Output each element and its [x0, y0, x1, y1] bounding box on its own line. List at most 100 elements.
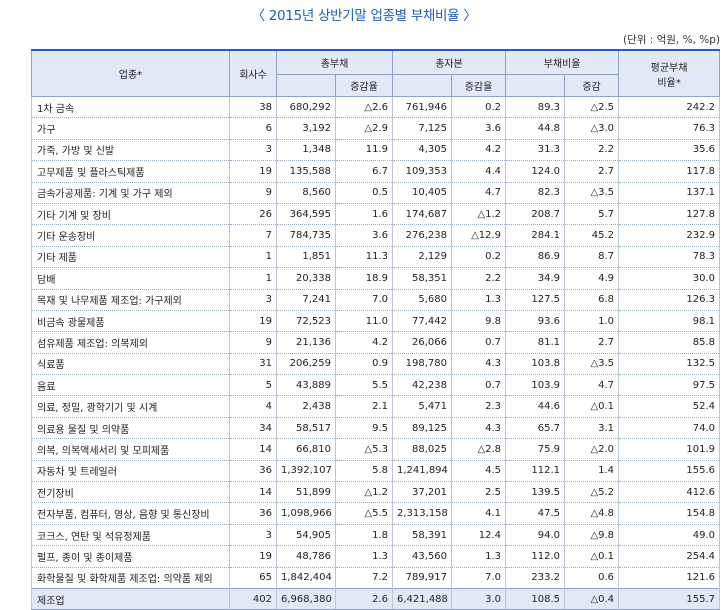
debt-ratio-cell: 82.3 [505, 182, 566, 204]
capital-change-cell: △2.8 [451, 438, 507, 461]
total-capital-cell: 58,391 [392, 524, 453, 547]
header-capital-spacer [392, 74, 453, 97]
capital-change-cell: 2.2 [451, 267, 507, 290]
total-capital-cell: 88,025 [392, 438, 453, 461]
ratio-change-cell: 2.7 [564, 160, 620, 183]
table-row: 비금속 광물제품 19 72,523 11.0 77,442 9.8 93.6 1.0 98.1 [31, 310, 721, 333]
debt-change-cell: △2.6 [334, 96, 394, 119]
avg-ratio-cell: 49.0 [618, 524, 721, 547]
debt-change-cell: 2.1 [334, 395, 394, 418]
capital-change-cell: △12.9 [451, 224, 507, 247]
ratio-change-cell: 0.6 [564, 567, 620, 589]
table-row: 의료, 정밀, 광학기기 및 시계 4 2,438 2.1 5,471 2.3 44.6 △0… [31, 395, 721, 418]
header-total-debt: 총부채 [275, 49, 394, 75]
unit-note: (단위 : 억원, %, %p) [622, 34, 720, 46]
total-debt-cell: 43,889 [276, 374, 336, 397]
table-row: 가죽, 가방 및 신발 3 1,348 11.9 4,305 4.2 31.3 2.2 35.6 [31, 139, 721, 162]
debt-ratio-cell: 44.8 [505, 117, 566, 140]
table-row: 의복, 의복액세서리 및 모피제품 14 66,810 △5.3 88,025 △2.8 7… [31, 438, 721, 461]
avg-ratio-cell: 155.6 [618, 460, 721, 483]
debt-ratio-cell: 284.1 [505, 224, 566, 247]
capital-change-cell: 0.7 [451, 331, 507, 354]
total-capital-cell: 10,405 [392, 182, 453, 204]
total-debt-cell: 1,098,966 [276, 502, 336, 525]
companies-cell: 1 [229, 246, 277, 269]
header-avg-ratio-line2: 비율* [657, 77, 681, 89]
debt-change-cell: 1.3 [334, 545, 394, 568]
debt-change-cell: 5.5 [334, 374, 394, 397]
capital-change-cell: 4.1 [451, 502, 507, 525]
industry-cell: 섬유제품 제조업: 의복제외 [31, 331, 230, 354]
debt-change-cell: 9.5 [334, 417, 394, 440]
total-capital-cell: 276,238 [392, 224, 453, 247]
capital-change-cell: 0.2 [451, 246, 507, 269]
industry-cell: 식료품 [31, 353, 230, 376]
debt-ratio-cell: 86.9 [505, 246, 566, 269]
ratio-change-cell: △3.5 [564, 182, 620, 204]
companies-cell: 402 [229, 587, 277, 610]
capital-change-cell: 4.3 [451, 353, 507, 376]
industry-cell: 의복, 의복액세서리 및 모피제품 [31, 438, 230, 461]
ratio-change-cell: 45.2 [564, 224, 620, 247]
avg-ratio-cell: 85.8 [618, 331, 721, 354]
total-capital-cell: 7,125 [392, 117, 453, 140]
ratio-change-cell: 4.7 [564, 374, 620, 397]
total-debt-cell: 8,560 [276, 182, 336, 204]
debt-change-cell: 0.5 [334, 182, 394, 204]
debt-ratio-cell: 124.0 [505, 160, 566, 183]
debt-ratio-cell: 94.0 [505, 524, 566, 547]
capital-change-cell: 0.7 [451, 374, 507, 397]
total-capital-cell: 37,201 [392, 481, 453, 504]
total-capital-cell: 5,471 [392, 395, 453, 418]
total-debt-cell: 206,259 [276, 353, 336, 376]
debt-change-cell: 11.0 [334, 310, 394, 333]
total-capital-cell: 5,680 [392, 289, 453, 311]
total-debt-cell: 48,786 [276, 545, 336, 568]
header-debt-change: 증감율 [334, 74, 394, 97]
debt-ratio-cell: 47.5 [505, 502, 566, 525]
total-debt-cell: 1,392,107 [276, 460, 336, 483]
debt-ratio-cell: 233.2 [505, 567, 566, 589]
table-row: 목재 및 나무제품 제조업: 가구제외 3 7,241 7.0 5,680 1.3 127.… [31, 289, 721, 311]
debt-change-cell: 2.6 [334, 587, 394, 610]
companies-cell: 4 [229, 395, 277, 418]
avg-ratio-cell: 30.0 [618, 267, 721, 290]
debt-change-cell: 11.9 [334, 139, 394, 162]
industry-cell: 1차 금속 [31, 96, 230, 119]
capital-change-cell: 2.5 [451, 481, 507, 504]
companies-cell: 9 [229, 182, 277, 204]
debt-ratio-cell: 127.5 [505, 289, 566, 311]
avg-ratio-cell: 97.5 [618, 374, 721, 397]
capital-change-cell: 7.0 [451, 567, 507, 589]
total-capital-cell: 26,066 [392, 331, 453, 354]
industry-cell: 기타 제품 [31, 246, 230, 269]
total-capital-cell: 109,353 [392, 160, 453, 183]
table-row: 고무제품 및 플라스틱제품 19 135,588 6.7 109,353 4.4 124.0… [31, 160, 721, 183]
industry-cell: 담배 [31, 267, 230, 290]
total-debt-cell: 784,735 [276, 224, 336, 247]
debt-change-cell: 6.7 [334, 160, 394, 183]
debt-change-cell: 4.2 [334, 331, 394, 354]
ratio-change-cell: 4.9 [564, 267, 620, 290]
debt-change-cell: 5.8 [334, 460, 394, 483]
debt-change-cell: 3.6 [334, 224, 394, 247]
total-capital-cell: 89,125 [392, 417, 453, 440]
header-industry: 업종* [31, 49, 230, 97]
companies-cell: 1 [229, 267, 277, 290]
industry-cell: 화학물질 및 화학제품 제조업: 의약품 제외 [31, 567, 230, 589]
companies-cell: 31 [229, 353, 277, 376]
debt-change-cell: 7.2 [334, 567, 394, 589]
avg-ratio-cell: 155.7 [618, 587, 721, 610]
ratio-change-cell: △0.1 [564, 395, 620, 418]
avg-ratio-cell: 127.8 [618, 203, 721, 226]
industry-cell: 가구 [31, 117, 230, 140]
total-capital-cell: 43,560 [392, 545, 453, 568]
debt-change-cell: △2.9 [334, 117, 394, 140]
avg-ratio-cell: 154.8 [618, 502, 721, 525]
total-debt-cell: 72,523 [276, 310, 336, 333]
ratio-change-cell: 1.4 [564, 460, 620, 483]
total-debt-cell: 135,588 [276, 160, 336, 183]
table-row: 전기장비 14 51,899 △1.2 37,201 2.5 139.5 △5.2 412.6 [31, 481, 721, 504]
header-companies: 회사수 [229, 49, 277, 97]
avg-ratio-cell: 412.6 [618, 481, 721, 504]
